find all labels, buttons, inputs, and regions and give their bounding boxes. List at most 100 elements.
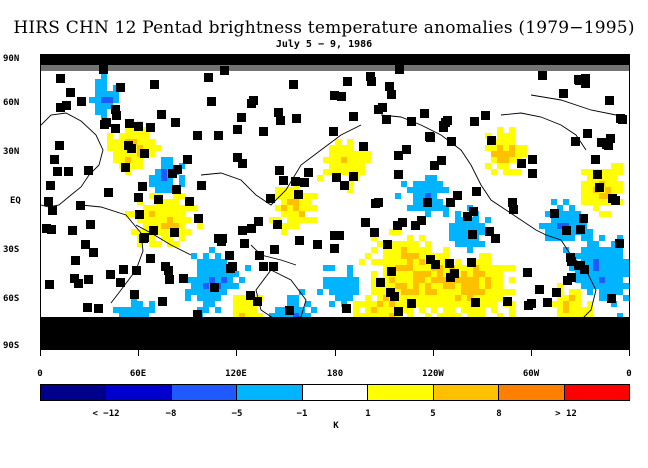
anomaly-cell [221,277,227,283]
anomaly-cell [497,313,503,319]
anomaly-cell [593,271,599,277]
anomaly-cell [395,277,401,283]
anomaly-cell [233,307,239,313]
anomaly-cell [425,181,431,187]
missing-data-cell [574,75,583,84]
anomaly-cell [581,169,587,175]
anomaly-cell [407,187,413,193]
anomaly-cell [395,265,401,271]
missing-data-cell [194,214,203,223]
anomaly-cell [491,265,497,271]
anomaly-cell [497,283,503,289]
colorbar-label: −5 [231,409,243,419]
missing-data-cell [615,239,624,248]
anomaly-cell [617,259,623,265]
anomaly-cell [611,259,617,265]
anomaly-cell [353,301,359,307]
anomaly-cell [287,211,293,217]
anomaly-cell [113,145,119,151]
anomaly-cell [215,277,221,283]
anomaly-cell [191,205,197,211]
anomaly-cell [209,301,215,307]
anomaly-cell [407,307,413,313]
anomaly-cell [605,265,611,271]
anomaly-cell [497,157,503,163]
anomaly-cell [401,253,407,259]
anomaly-cell [587,301,593,307]
anomaly-cell [101,79,107,85]
anomaly-cell [611,301,617,307]
anomaly-cell [179,223,185,229]
anomaly-cell [599,289,605,295]
missing-data-cell [340,181,349,190]
anomaly-cell [419,301,425,307]
missing-data-cell [304,168,313,177]
lon-label-60w: 60W [522,369,540,379]
anomaly-cell [197,223,203,229]
anomaly-cell [383,265,389,271]
anomaly-cell [281,313,287,319]
anomaly-cell [293,223,299,229]
anomaly-cell [581,253,587,259]
anomaly-cell [509,289,515,295]
anomaly-cell [461,277,467,283]
anomaly-cell [149,175,155,181]
anomaly-cell [287,187,293,193]
anomaly-cell [581,313,587,319]
missing-data-cell [485,227,494,236]
anomaly-cell [497,271,503,277]
anomaly-cell [443,247,449,253]
anomaly-cell [131,301,137,307]
anomaly-cell [587,277,593,283]
anomaly-cell [557,295,563,301]
anomaly-cell [95,85,101,91]
anomaly-cell [293,217,299,223]
anomaly-cell [155,205,161,211]
anomaly-cell [167,199,173,205]
anomaly-cell [605,169,611,175]
anomaly-cell [281,199,287,205]
missing-data-cell [81,240,90,249]
anomaly-cell [359,169,365,175]
colorbar-label: < −12 [92,409,120,419]
anomaly-cell [395,229,401,235]
anomaly-cell [131,151,137,157]
anomaly-cell [389,283,395,289]
anomaly-cell [197,295,203,301]
anomaly-cell [473,313,479,319]
anomaly-cell [341,145,347,151]
missing-data-cell [266,194,275,203]
anomaly-cell [137,157,143,163]
anomaly-cell [587,241,593,247]
anomaly-cell [503,133,509,139]
anomaly-cell [569,307,575,313]
anomaly-cell [407,247,413,253]
anomaly-cell [611,169,617,175]
anomaly-cell [107,139,113,145]
missing-data-cell [487,136,496,145]
anomaly-cell [197,289,203,295]
anomaly-cell [509,139,515,145]
lat-label-90s: 90S [3,341,20,351]
anomaly-cell [203,259,209,265]
anomaly-cell [629,277,630,283]
anomaly-cell [161,217,167,223]
anomaly-cell [389,307,395,313]
anomaly-cell [497,139,503,145]
anomaly-cell [305,217,311,223]
anomaly-cell [101,103,107,109]
missing-data-cell [394,151,403,160]
anomaly-cell [227,277,233,283]
anomaly-cell [569,295,575,301]
missing-data-cell [146,254,155,263]
missing-data-cell [273,220,282,229]
anomaly-cell [179,229,185,235]
anomaly-cell [599,277,605,283]
missing-data-cell [53,167,62,176]
lon-tick [40,350,41,356]
anomaly-cell [569,205,575,211]
missing-data-cell [150,80,159,89]
anomaly-cell [101,109,107,115]
anomaly-cell [173,241,179,247]
missing-data-cell [445,259,454,268]
